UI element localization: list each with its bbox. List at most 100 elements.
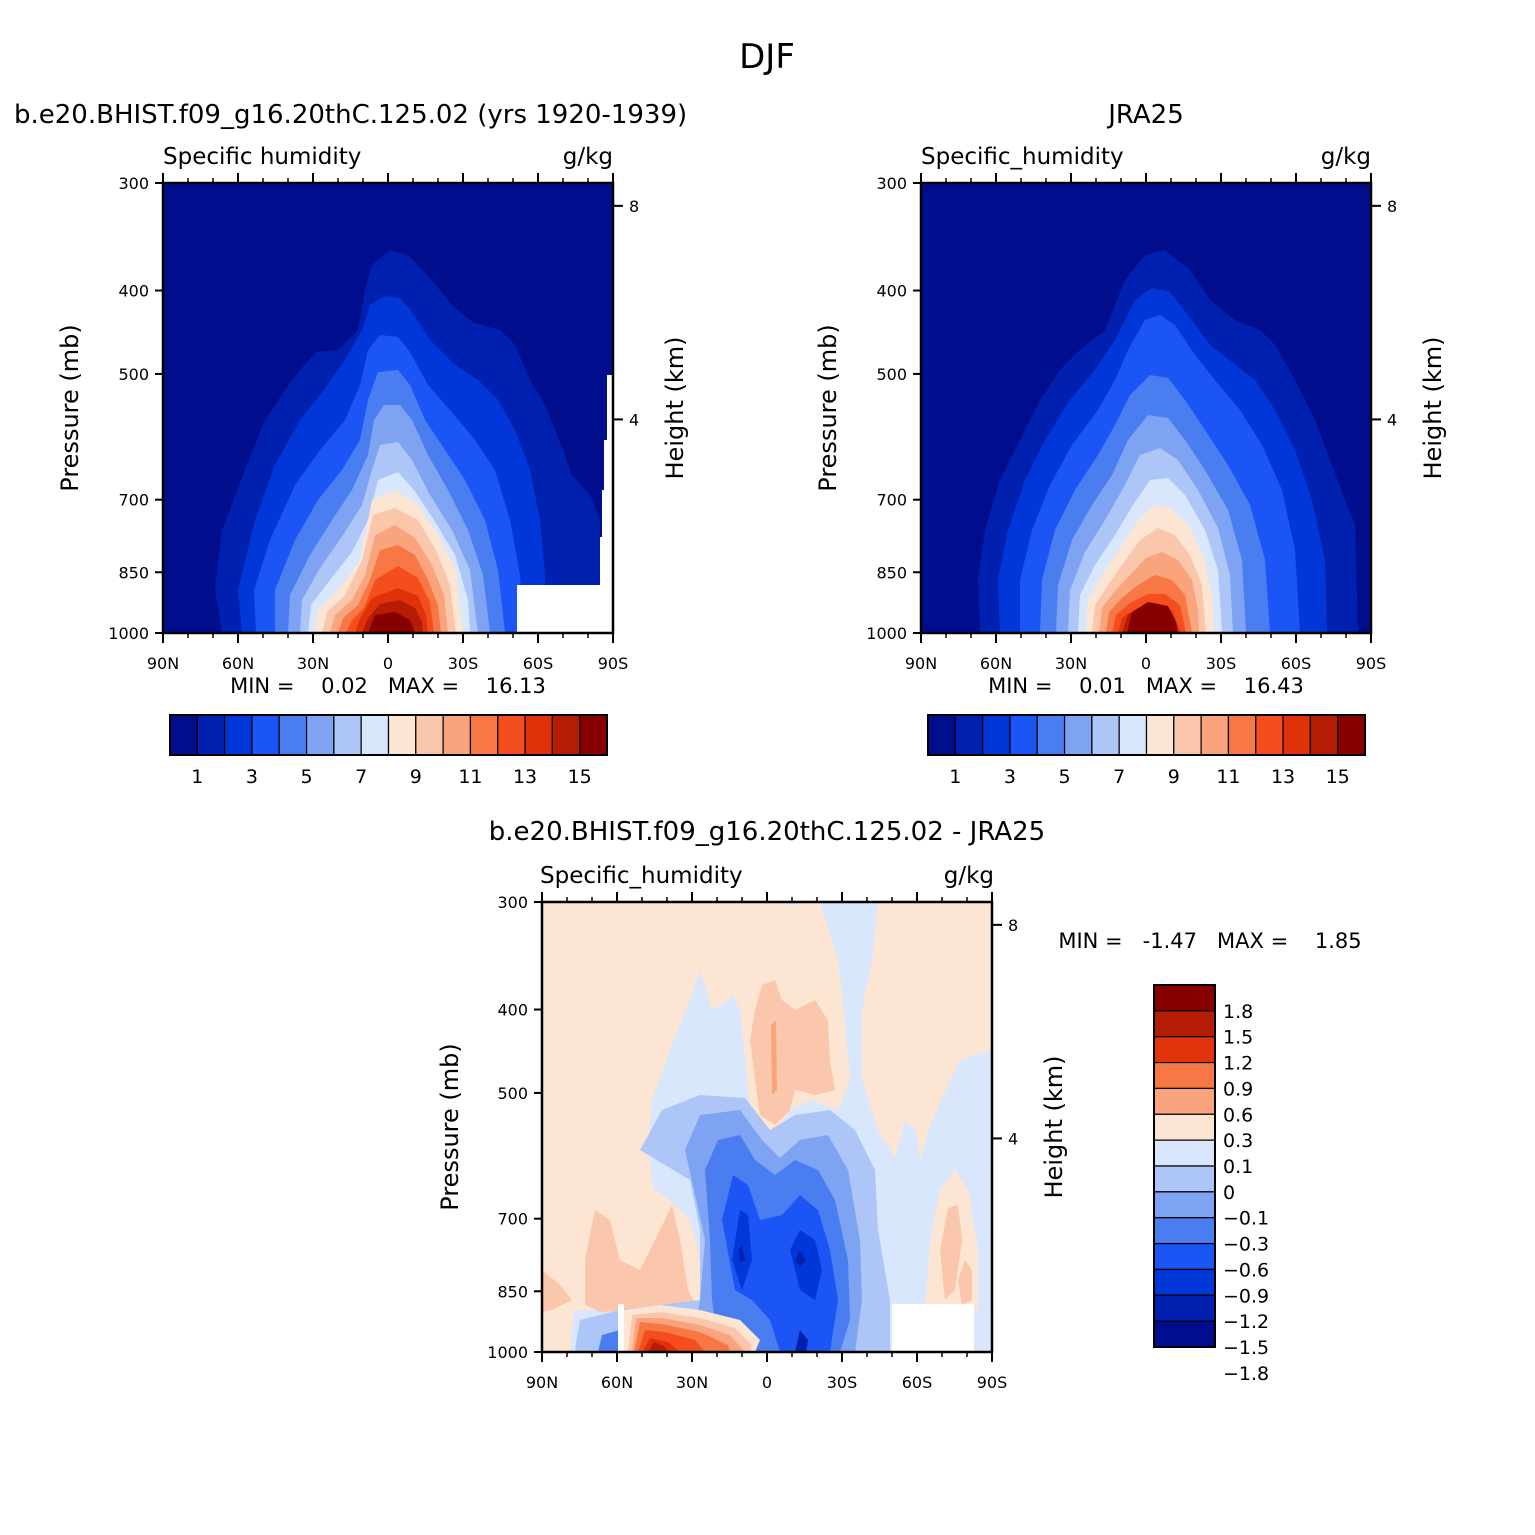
- colorbar-box: [196, 714, 226, 756]
- left-variable-label: Specific humidity: [163, 144, 361, 170]
- colorbar-box: [442, 714, 472, 756]
- contour-band: [738, 1245, 745, 1262]
- x-tick-label: 90N: [526, 1373, 558, 1392]
- y2-tick-label: 4: [629, 410, 639, 429]
- colorbar-box: [360, 714, 390, 756]
- colorbar-label: −0.3: [1223, 1234, 1269, 1256]
- figure-title: DJF: [739, 37, 795, 77]
- colorbar-label: 0.1: [1223, 1156, 1253, 1178]
- colorbar-box: [1153, 1061, 1216, 1090]
- x-tick-label: 60N: [222, 654, 254, 673]
- unit-label: g/kg: [563, 144, 613, 170]
- colorbar-box: [1153, 1294, 1216, 1322]
- contour-fill: [163, 183, 613, 633]
- colorbar-box: [1153, 1036, 1216, 1064]
- y-tick-label: 500: [876, 365, 907, 384]
- x-tick-label: 0: [762, 1373, 772, 1392]
- left-variable-label: Specific_humidity: [921, 144, 1124, 170]
- colorbar-box: [469, 714, 499, 756]
- missing-data-region: [517, 375, 613, 633]
- colorbar-label: 9: [410, 766, 422, 788]
- contour-band: [795, 1250, 806, 1268]
- colorbar-frame: [169, 714, 608, 756]
- colorbar-box: [278, 714, 308, 756]
- panel-title: b.e20.BHIST.f09_g16.20thC.125.02 - JRA25: [489, 817, 1045, 847]
- colorbar-box: [1153, 1010, 1216, 1038]
- min-max-stat: MIN = 0.01 MAX = 16.43: [988, 674, 1304, 698]
- colorbar-box: [1091, 714, 1120, 756]
- colorbar-box: [1173, 714, 1202, 756]
- contour-band: [750, 980, 835, 1125]
- unit-label: g/kg: [1321, 144, 1371, 170]
- panel-title: JRA25: [1106, 100, 1184, 130]
- colorbar-box: [524, 714, 553, 756]
- colorbar-box: [1282, 714, 1311, 756]
- colorbar-box: [1145, 714, 1175, 756]
- colorbar-box: [1153, 1139, 1216, 1167]
- colorbar-box: [1200, 714, 1230, 756]
- contour-band: [1127, 602, 1178, 633]
- colorbar-box: [387, 714, 417, 756]
- x-tick-label: 30S: [827, 1373, 858, 1392]
- colorbar-label: 1.8: [1223, 1001, 1253, 1023]
- y-tick-label: 400: [118, 282, 149, 301]
- colorbar-box: [927, 714, 956, 756]
- colorbar-label: −1.2: [1223, 1311, 1269, 1333]
- colorbar-box: [1153, 1242, 1216, 1271]
- colorbar-box: [1153, 1113, 1216, 1141]
- colorbar-box: [1227, 714, 1257, 756]
- colorbar-label: 5: [301, 766, 313, 788]
- contour-band: [585, 1205, 700, 1315]
- x-tick-label: 90S: [977, 1373, 1008, 1392]
- missing-data-region: [892, 1304, 974, 1352]
- colorbar-box: [1255, 714, 1284, 756]
- contour-band: [722, 1175, 838, 1352]
- y2-tick-label: 8: [629, 197, 639, 216]
- colorbar-label: 5: [1059, 766, 1071, 788]
- colorbar-box: [551, 714, 581, 756]
- colorbar-box: [1153, 1165, 1216, 1193]
- colorbar-label: 13: [513, 766, 537, 788]
- y-tick-label: 500: [118, 365, 149, 384]
- contour-band: [940, 1205, 962, 1300]
- axes: 300 400 500 700 850 1000 90N 60N 30N 0 30S 60S 90S 8 4: [487, 892, 1018, 1392]
- y-tick-label: 400: [497, 1001, 528, 1020]
- y2-tick-label: 4: [1387, 410, 1397, 429]
- y-axis-label: Pressure (mb): [814, 324, 842, 491]
- y-axis-label: Pressure (mb): [56, 324, 84, 491]
- colorbar-label: 1.5: [1223, 1027, 1253, 1049]
- colorbar-label: −1.5: [1223, 1337, 1269, 1359]
- colorbar-label: 9: [1168, 766, 1180, 788]
- y-tick-label: 700: [497, 1210, 528, 1229]
- colorbar-model: 1 3 5 7 9 11 13 15: [169, 714, 608, 788]
- y-tick-label: 1000: [108, 624, 149, 643]
- colorbar-label: 1: [191, 766, 203, 788]
- contour-band: [795, 1330, 808, 1352]
- y-tick-label: 850: [497, 1282, 528, 1301]
- colorbar-label: −0.9: [1223, 1285, 1269, 1307]
- colorbar-label: 1: [949, 766, 961, 788]
- x-tick-label: 0: [383, 654, 393, 673]
- colorbar-box: [1153, 984, 1216, 1012]
- x-tick-label: 30S: [448, 654, 479, 673]
- colorbar-box: [251, 714, 280, 756]
- colorbar-jra25: 1 3 5 7 9 11 13 15: [927, 714, 1366, 788]
- colorbar-box: [333, 714, 362, 756]
- panel-difference: b.e20.BHIST.f09_g16.20thC.125.02 - JRA25…: [436, 817, 1362, 1392]
- colorbar-box: [982, 714, 1011, 756]
- colorbar-box: [305, 714, 335, 756]
- x-tick-label: 60S: [1281, 654, 1312, 673]
- colorbar-label: −0.6: [1223, 1259, 1269, 1281]
- unit-label: g/kg: [944, 863, 994, 889]
- colorbar-box: [1153, 1191, 1216, 1219]
- x-tick-label: 30S: [1206, 654, 1237, 673]
- colorbar-label: −1.8: [1223, 1363, 1269, 1385]
- min-max-stat: MIN = -1.47 MAX = 1.85: [1058, 929, 1361, 953]
- y-tick-label: 850: [876, 563, 907, 582]
- y-tick-label: 700: [876, 491, 907, 510]
- y-tick-label: 700: [118, 491, 149, 510]
- colorbar-frame: [927, 714, 1366, 756]
- colorbar-box: [497, 714, 526, 756]
- colorbar-label: −0.1: [1223, 1208, 1269, 1230]
- y2-tick-label: 8: [1387, 197, 1397, 216]
